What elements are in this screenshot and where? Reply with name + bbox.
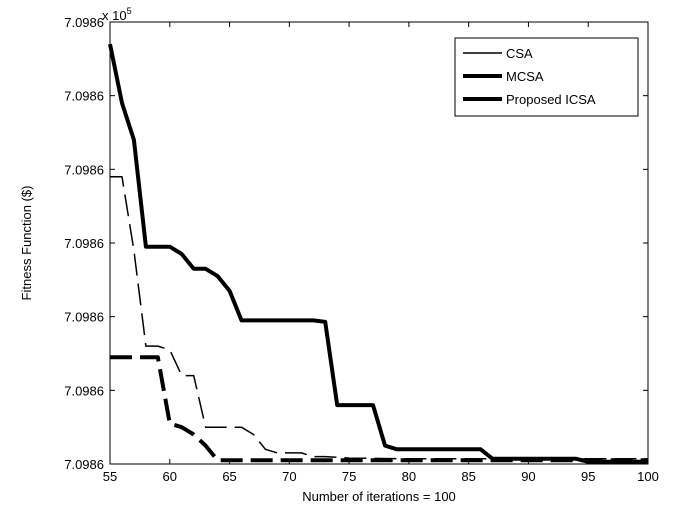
- y-exponent-power: 5: [127, 6, 132, 16]
- y-axis-label: Fitness Function ($): [19, 186, 34, 301]
- series-line-1: [108, 43, 648, 464]
- x-tick-label: 55: [103, 469, 117, 484]
- x-tick-label: 100: [637, 469, 659, 484]
- y-tick-label: 7.0986: [64, 162, 104, 177]
- x-tick-label: 60: [163, 469, 177, 484]
- y-tick-label: 7.0986: [64, 310, 104, 325]
- axis-ticks: 55 60 65 70 75 80 85 90 95 100 7.0986 7.0986 7.0986 7…: [64, 15, 659, 484]
- x-tick-label: 80: [402, 469, 416, 484]
- x-tick-label: 95: [581, 469, 595, 484]
- series-lines: [108, 43, 648, 464]
- y-tick-label: 7.0986: [64, 383, 104, 398]
- legend-label-icsa: Proposed ICSA: [506, 92, 596, 107]
- y-tick-label: 7.0986: [64, 15, 104, 30]
- x-axis-label: Number of iterations = 100: [302, 489, 456, 504]
- y-exponent-label: x 105: [102, 6, 132, 23]
- legend-label-csa: CSA: [506, 46, 533, 61]
- x-tick-label: 90: [521, 469, 535, 484]
- legend: CSA MCSA Proposed ICSA: [454, 37, 639, 117]
- x-tick-label: 65: [222, 469, 236, 484]
- series-line-2: [110, 355, 648, 463]
- x-tick-label: 75: [342, 469, 356, 484]
- y-tick-label: 7.0986: [64, 236, 104, 251]
- y-exponent-base: x 10: [102, 8, 127, 23]
- y-tick-label: 7.0986: [64, 89, 104, 104]
- legend-label-mcsa: MCSA: [506, 69, 544, 84]
- x-tick-label: 70: [282, 469, 296, 484]
- y-tick-label: 7.0986: [64, 457, 104, 472]
- x-tick-label: 85: [461, 469, 475, 484]
